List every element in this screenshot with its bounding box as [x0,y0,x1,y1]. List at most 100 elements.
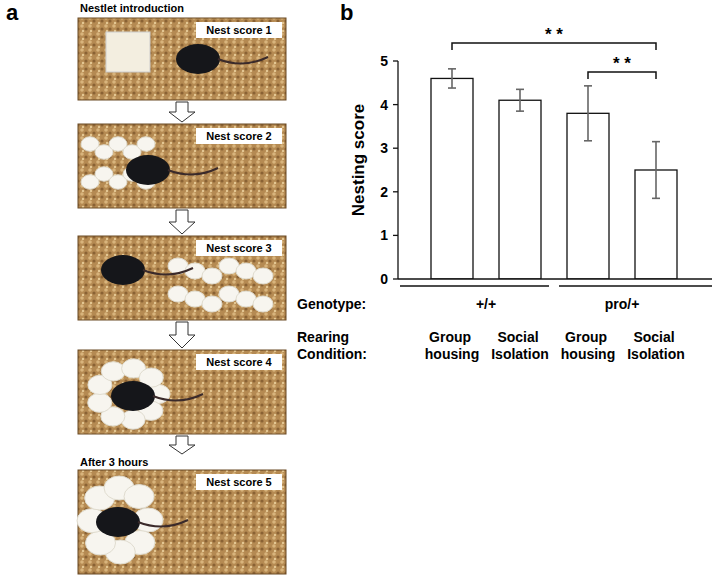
line: housing [561,346,615,362]
error-stem [519,89,521,111]
y-tick [393,191,398,192]
group-line [559,285,712,286]
y-axis [397,61,398,279]
panel-a: a Nestlet introduction Nest score 1 Nest sc… [6,0,286,574]
line: Group [429,329,475,345]
y-tick [393,104,398,105]
header: Nestlet introduction [80,2,184,14]
y-tick-label: 3 [380,140,388,156]
photo: Nest score 5 [77,470,286,574]
label-box [196,354,282,370]
sig-label: * * [613,54,631,73]
mouse-tail [218,57,268,64]
mouse-tail [153,394,203,401]
mouse-tail [138,520,188,527]
label-box [196,128,282,144]
y-tick-label: 1 [380,227,388,243]
sig-bracket [588,72,656,79]
group-line [400,285,549,286]
row-label: Genotype: [297,296,366,312]
photo: Nest score 3 [78,236,286,320]
line: Group [565,329,611,345]
x-tick-label: Group housing [425,329,479,362]
y-label: Nesting score [349,104,368,216]
line: Rearing [297,329,353,345]
label-box [196,474,282,490]
x-tick-label: Group housing [561,329,615,362]
mouse-tail [143,268,193,275]
y-tick [393,278,398,279]
nest-fluff [202,296,222,312]
arrow [169,210,195,234]
mouse-tail [168,168,218,175]
line: Isolation [627,346,685,362]
group-label: +/+ [476,296,496,312]
score-label: Nest score 5 [206,476,271,488]
mouse [176,44,220,74]
sig-label: * * [545,25,563,44]
error-bar [448,69,456,88]
mouse [126,155,170,185]
panel-label: b [340,0,353,25]
score-label: Nest score 3 [206,242,271,254]
group-label: pro/+ [605,296,640,312]
panel-label: a [6,0,19,25]
error-cap [584,85,592,87]
bar [499,100,541,279]
photo: Nest score 1 [78,18,286,100]
line: Social [633,329,678,345]
nestlet [106,32,150,72]
photo-frame [78,350,286,434]
mouse [111,381,155,411]
mouse [101,255,145,285]
error-stem [451,69,453,88]
bars [431,69,677,279]
photo-frame [78,470,286,574]
error-bar [652,142,660,199]
nest-fluff [202,268,222,284]
error-bar [516,89,524,111]
line: Isolation [491,346,549,362]
y-tick [393,235,398,236]
x-axis [398,278,712,279]
nest-fluff [253,268,273,284]
error-cap [448,68,456,70]
y-tick-label: 5 [380,53,388,69]
error-cap [516,110,524,112]
x-tick-label: Social Isolation [491,329,549,362]
error-stem [655,142,657,199]
error-cap [516,89,524,91]
nest-fluff [253,296,273,312]
note: After 3 hours [80,456,148,468]
error-cap [448,87,456,89]
score-label: Nest score 2 [206,130,271,142]
error-bar [584,86,592,141]
nest-fluff [124,485,154,509]
label-box [196,240,282,256]
nest-fluff [88,393,112,412]
arrow [169,436,195,454]
photo-frame [78,124,286,208]
error-cap [652,141,660,143]
nest-fluff [137,137,155,151]
line: Social [497,329,542,345]
error-cap [584,140,592,142]
score-label: Nest score 4 [206,356,272,368]
y-tick-label: 2 [380,184,388,200]
photo-frame [78,236,286,320]
photo: Nest score 4 [78,350,286,434]
mouse [96,507,140,537]
figure: a Nestlet introduction Nest score 1 Nest sc… [0,0,720,581]
photo-frame [78,18,286,100]
y-tick-label: 0 [380,271,388,287]
error-stem [587,86,589,141]
bar [431,78,473,279]
y-tick-label: 4 [380,97,388,113]
y-tick [393,60,398,61]
label-box [196,22,282,38]
row-label: Rearing Condition: [297,329,367,362]
error-cap [652,198,660,200]
panel-b: b 0 1 2 3 4 5 Nesting score * * * * Genotype: Reari… [297,0,712,362]
sig-bracket [452,43,656,50]
line: housing [425,346,479,362]
